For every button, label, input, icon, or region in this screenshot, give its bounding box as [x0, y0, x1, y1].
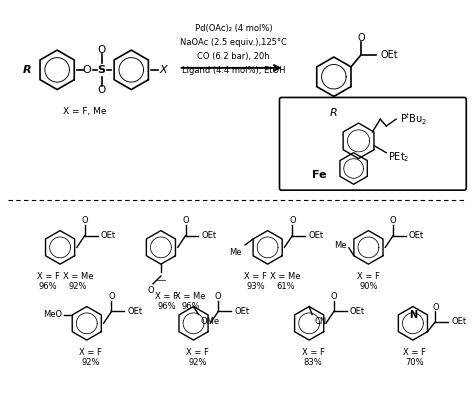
Text: 96%: 96% — [157, 302, 176, 311]
Text: X = Me: X = Me — [175, 292, 206, 301]
Text: 83%: 83% — [304, 358, 322, 367]
Text: 90%: 90% — [359, 282, 378, 291]
Text: OEt: OEt — [451, 317, 466, 326]
Text: X = Me: X = Me — [270, 272, 301, 281]
Text: O: O — [98, 84, 106, 95]
Text: OEt: OEt — [234, 307, 249, 316]
Text: OEt: OEt — [350, 307, 365, 316]
Text: Fe: Fe — [312, 170, 326, 180]
Text: O: O — [98, 45, 106, 55]
Text: O: O — [289, 216, 296, 225]
Text: X = F: X = F — [357, 272, 380, 281]
Text: X = F: X = F — [155, 292, 178, 301]
Text: S: S — [98, 65, 106, 75]
Text: O: O — [182, 216, 189, 225]
Text: 96%: 96% — [39, 282, 57, 291]
Text: N: N — [409, 309, 417, 320]
Text: X = Me: X = Me — [63, 272, 93, 281]
Text: X = F, Me: X = F, Me — [63, 107, 107, 116]
Text: 92%: 92% — [188, 358, 207, 367]
Text: R: R — [330, 108, 338, 118]
Text: OEt: OEt — [128, 307, 142, 316]
Text: Ligand (4.4 mol%), EtOH: Ligand (4.4 mol%), EtOH — [182, 66, 285, 75]
Text: X = F: X = F — [186, 348, 209, 357]
FancyBboxPatch shape — [280, 97, 466, 190]
Text: 96%: 96% — [181, 302, 200, 311]
Text: O: O — [82, 216, 88, 225]
Text: X = F: X = F — [403, 348, 426, 357]
Text: P$^t$Bu$_2$: P$^t$Bu$_2$ — [400, 112, 428, 127]
Text: 92%: 92% — [82, 358, 100, 367]
Text: OMe: OMe — [201, 318, 219, 326]
Text: O: O — [215, 292, 221, 301]
Text: O: O — [82, 65, 91, 75]
Text: 70%: 70% — [406, 358, 424, 367]
Text: MeO: MeO — [43, 310, 63, 320]
Text: 61%: 61% — [276, 282, 295, 291]
Text: NaOAc (2.5 equiv.),125°C: NaOAc (2.5 equiv.),125°C — [180, 38, 287, 47]
Text: R: R — [23, 65, 31, 75]
Text: O: O — [390, 216, 396, 225]
Text: X = F: X = F — [79, 348, 102, 357]
Text: O: O — [330, 292, 337, 301]
Text: O: O — [432, 303, 438, 311]
Text: O: O — [148, 286, 155, 295]
Text: 92%: 92% — [69, 282, 87, 291]
Text: PEt$_2$: PEt$_2$ — [388, 150, 410, 164]
Text: CN: CN — [314, 318, 326, 326]
Text: Me: Me — [229, 248, 241, 257]
Text: O: O — [108, 292, 115, 301]
Text: OEt: OEt — [100, 231, 116, 240]
Text: OEt: OEt — [409, 231, 424, 240]
Text: OEt: OEt — [308, 231, 323, 240]
Text: X = F: X = F — [244, 272, 267, 281]
Text: Me: Me — [335, 241, 347, 250]
Text: CO (6.2 bar), 20h: CO (6.2 bar), 20h — [197, 52, 270, 61]
Text: Pd(OAc)₂ (4 mol%): Pd(OAc)₂ (4 mol%) — [195, 25, 273, 34]
Text: X = F: X = F — [37, 272, 60, 281]
Text: OEt: OEt — [201, 231, 217, 240]
Text: 93%: 93% — [246, 282, 265, 291]
Text: X = F: X = F — [301, 348, 325, 357]
Text: X: X — [159, 65, 167, 75]
Text: OEt: OEt — [381, 50, 398, 60]
Text: O: O — [357, 33, 365, 43]
